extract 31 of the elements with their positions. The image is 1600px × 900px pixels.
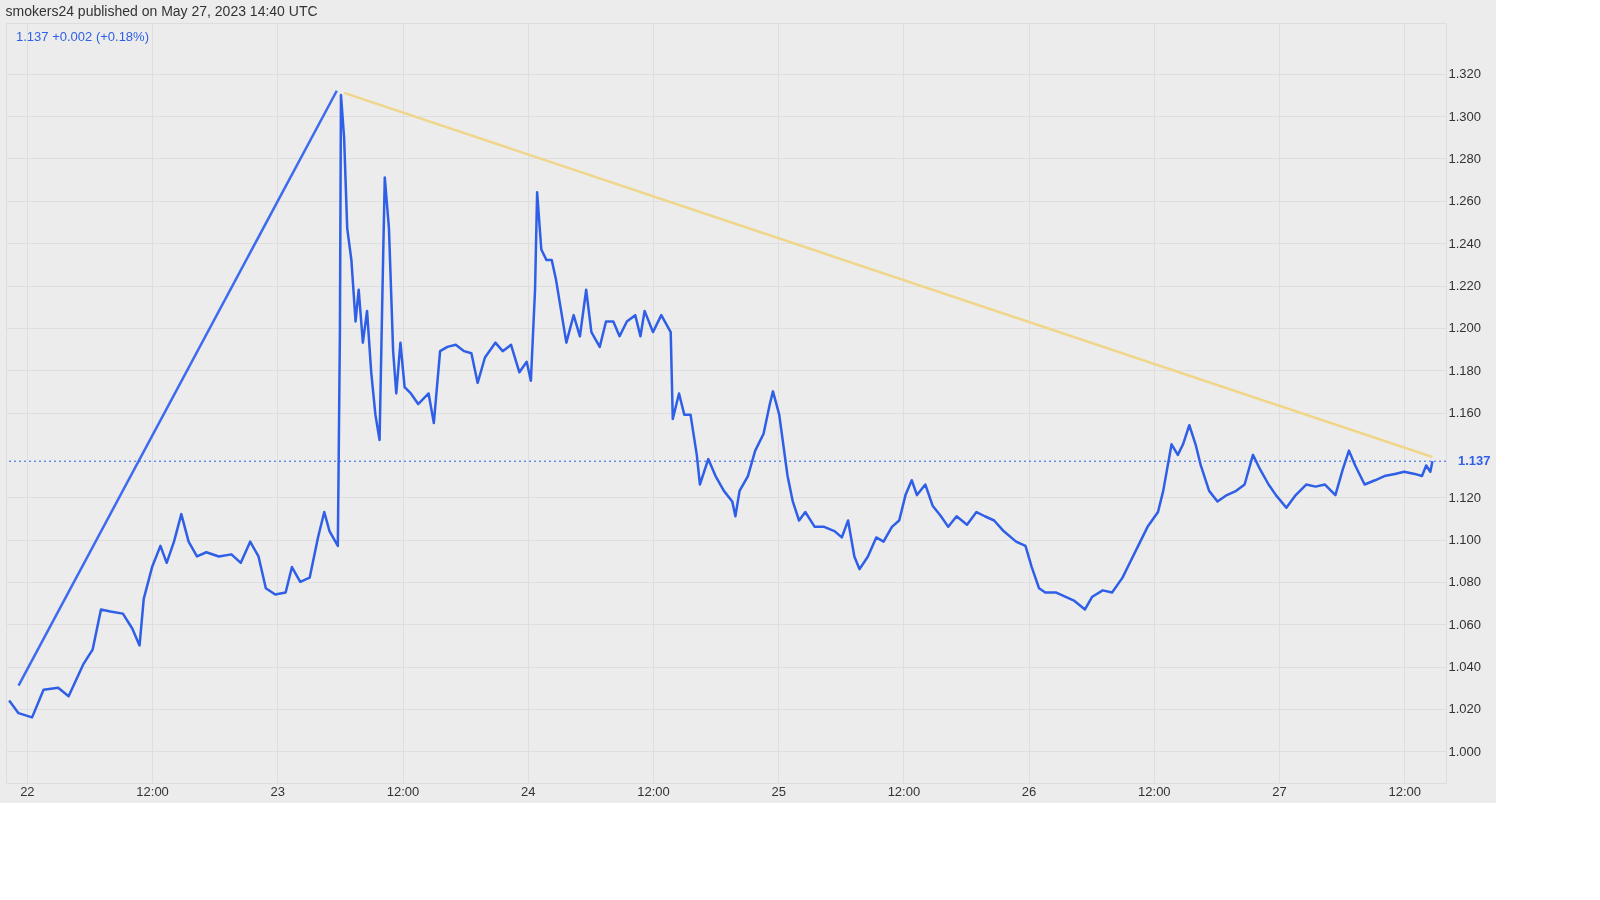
y-tick-label: 1.200 <box>1448 320 1482 336</box>
y-tick-label: 1.240 <box>1448 235 1482 251</box>
y-tick-label: 1.000 <box>1448 743 1482 759</box>
y-tick-label: 1.280 <box>1448 150 1482 166</box>
annotation: 1.137 +0.002 (+0.18%) <box>16 29 149 44</box>
ref-line-label: 1.137 <box>1458 453 1491 469</box>
y-tick-label: 1.080 <box>1448 574 1482 590</box>
x-tick-label: 12:00 <box>1138 783 1171 799</box>
x-tick-label: 12:00 <box>887 783 921 799</box>
y-tick-label: 1.100 <box>1448 532 1482 548</box>
y-tick-label: 1.120 <box>1448 489 1482 505</box>
y-tick-label: 1.300 <box>1448 108 1482 124</box>
y-tick-label: 1.020 <box>1448 701 1482 717</box>
x-tick-label: 25 <box>771 783 786 799</box>
x-tick-label: 12:00 <box>136 783 169 799</box>
y-tick-label: 1.040 <box>1448 659 1482 675</box>
y-tick-label: 1.220 <box>1448 278 1482 294</box>
y-tick-label: 1.320 <box>1448 66 1482 82</box>
y-tick-label: 1.060 <box>1448 616 1482 632</box>
x-tick-label: 12:00 <box>1388 783 1422 799</box>
y-tick-label: 1.180 <box>1448 362 1482 378</box>
x-tick-label: 27 <box>1272 783 1287 799</box>
x-tick-label: 24 <box>521 783 536 799</box>
x-tick-label: 22 <box>20 783 35 799</box>
x-tick-label: 12:00 <box>637 783 670 799</box>
y-tick-label: 1.160 <box>1448 405 1482 421</box>
x-tick-label: 12:00 <box>386 783 420 799</box>
x-tick-label: 26 <box>1021 783 1037 799</box>
y-tick-label: 1.260 <box>1448 193 1482 209</box>
chart-title: smokers24 published on May 27, 2023 14:40 UTC <box>5 3 318 19</box>
x-tick-label: 23 <box>270 783 286 799</box>
